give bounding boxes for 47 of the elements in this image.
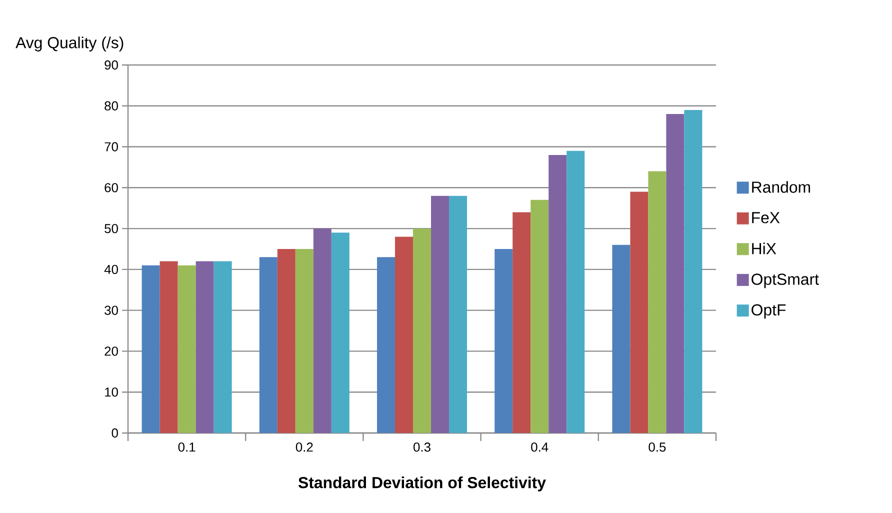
y-tick-label: 70 (104, 142, 118, 152)
y-tick-label: 80 (104, 101, 118, 110)
y-tick-label: 50 (104, 224, 118, 234)
bar (684, 110, 702, 433)
bar (295, 248, 314, 433)
y-tick-label: 90 (104, 60, 118, 70)
bar (259, 257, 278, 433)
y-tick-label: 30 (104, 306, 118, 315)
x-tick-label: 0.2 (296, 442, 313, 452)
bar (431, 196, 450, 433)
bar (313, 228, 332, 433)
x-axis-title: Standard Deviation of Selectivity (298, 476, 546, 492)
bar (648, 171, 666, 433)
bar (142, 265, 160, 433)
x-tick-label: 0.3 (414, 442, 430, 452)
bar (178, 265, 196, 433)
bar (196, 261, 214, 433)
bar (449, 196, 468, 433)
y-tick-label: 60 (104, 183, 118, 192)
bar (494, 248, 513, 433)
bar (666, 114, 684, 433)
y-tick-label: 40 (104, 264, 118, 274)
bar (413, 228, 432, 433)
legend-label: OptF (752, 304, 786, 319)
legend-label: Random (752, 181, 810, 193)
legend-label: FeX (752, 212, 780, 224)
bar (277, 248, 296, 433)
y-tick-label: 0 (112, 428, 118, 438)
bar (395, 236, 414, 433)
y-tick-label: 20 (104, 346, 118, 356)
bar (612, 244, 630, 433)
x-tick-label: 0.1 (178, 442, 196, 452)
legend-label: OptSmart (752, 274, 819, 288)
bar (530, 200, 549, 433)
bar (377, 257, 396, 433)
y-tick-label: 10 (105, 388, 118, 397)
bar (512, 212, 531, 433)
bar (566, 150, 585, 433)
y-axis-title: Avg Quality (/s) (16, 36, 124, 52)
x-tick-label: 0.5 (648, 442, 666, 452)
bar (630, 192, 648, 433)
bar (548, 154, 567, 433)
bar (214, 261, 232, 433)
x-tick-label: 0.4 (531, 442, 548, 452)
bar (160, 261, 178, 433)
legend-label: HiX (752, 242, 776, 254)
bar (331, 232, 350, 433)
